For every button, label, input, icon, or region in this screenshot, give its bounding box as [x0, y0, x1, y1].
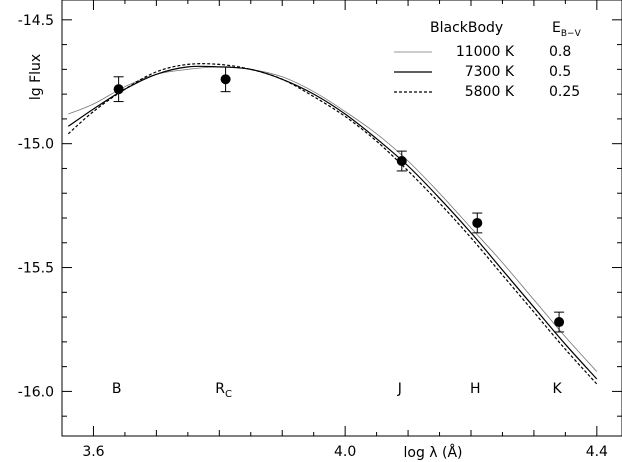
legend-header-model: BlackBody [430, 20, 503, 36]
legend-header-ebv-main: E [552, 20, 561, 36]
legend-header-ebv-sub: B−V [561, 29, 582, 39]
data-point [554, 317, 565, 328]
band-label: RC [215, 381, 232, 400]
data-point [396, 156, 407, 167]
band-label-main: K [552, 381, 562, 397]
band-label-sub: C [225, 389, 232, 400]
y-tick-label: -14.5 [18, 13, 54, 29]
legend-series-name: 5800 K [465, 84, 515, 100]
y-axis-label: lg Flux [28, 54, 44, 100]
legend-rows: 11000 K 0.8 7300 K 0.5 5800 K 0.25 [394, 44, 580, 100]
band-label-main: H [470, 381, 481, 397]
legend: BlackBody EB−V 11000 K 0.8 7300 K 0.5 5800 K… [394, 20, 582, 100]
series-line-1 [67, 65, 598, 380]
x-tick-label: 3.6 [82, 444, 104, 460]
band-label-main: J [397, 381, 402, 397]
band-label: K [552, 381, 562, 397]
band-label: H [470, 381, 481, 397]
y-tick-label: -15.0 [18, 137, 54, 153]
x-tick-label: 4.4 [586, 444, 608, 460]
legend-series-ebv: 0.5 [549, 64, 571, 80]
legend-series-ebv: 0.25 [549, 84, 580, 100]
data-point [113, 84, 124, 95]
series-line-2 [67, 63, 598, 385]
plot-frame [61, 0, 622, 437]
series-line-0 [68, 66, 598, 372]
data-point [472, 217, 483, 228]
x-tick-label: 4.0 [334, 444, 356, 460]
band-label: J [397, 381, 402, 397]
legend-series-name: 11000 K [456, 44, 515, 60]
legend-series-name: 7300 K [465, 64, 515, 80]
band-labels: B RC J H K [112, 381, 563, 400]
model-curves [67, 63, 598, 385]
legend-header-ebv: EB−V [552, 20, 582, 39]
band-label-main: R [215, 381, 225, 397]
x-axis-label: log λ (Å) [403, 444, 462, 461]
band-label-main: B [112, 381, 122, 397]
y-tick-label: -16.0 [18, 384, 54, 400]
observations [113, 66, 565, 333]
legend-series-ebv: 0.8 [549, 44, 571, 60]
axis-ticks: 3.6 4.0 4.4 -14.5 -15.0 -15.5 -16.0 [18, 0, 622, 460]
data-point [220, 74, 231, 85]
y-tick-label: -15.5 [18, 261, 54, 277]
band-label: B [112, 381, 122, 397]
